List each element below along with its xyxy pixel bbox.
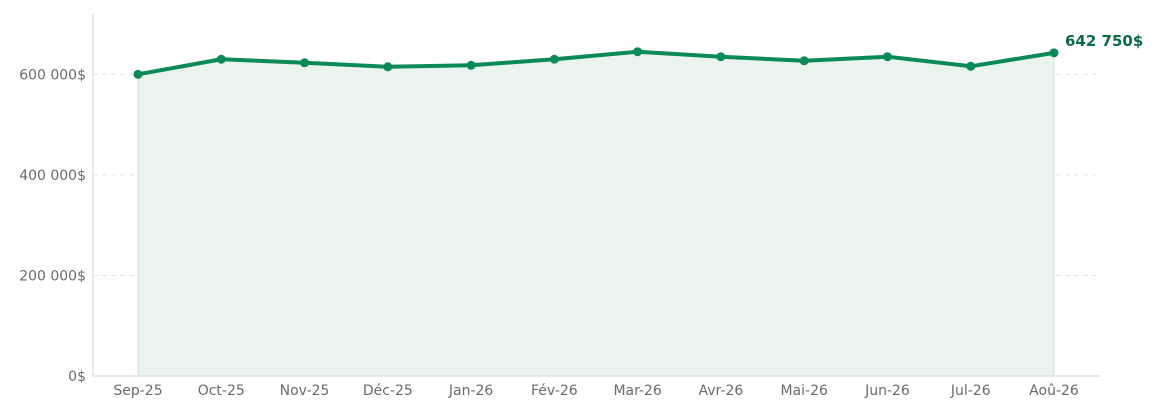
x-tick-label: Mai-26 bbox=[780, 383, 828, 399]
area-fill bbox=[137, 51, 1055, 376]
y-tick-labels: 0$ 200 000$ 400 000$ 600 000$ bbox=[19, 67, 86, 385]
data-point[interactable] bbox=[466, 60, 476, 70]
data-point[interactable] bbox=[549, 54, 559, 64]
x-tick-label: Jun-26 bbox=[864, 383, 910, 399]
y-tick-label: 600 000$ bbox=[19, 67, 86, 83]
x-tick-label: Sep-25 bbox=[113, 383, 162, 399]
axes bbox=[92, 14, 1100, 377]
x-tick-label: Jul-26 bbox=[950, 383, 991, 399]
series-polyline bbox=[136, 49, 1056, 77]
x-tick-labels: Sep-25 Oct-25 Nov-25 Déc-25 Jan-26 Fév-26 Mar-… bbox=[113, 383, 1079, 399]
y-tick-label: 400 000$ bbox=[19, 168, 86, 184]
series-line bbox=[136, 49, 1056, 77]
data-point[interactable] bbox=[133, 69, 143, 79]
x-tick-label: Aoû-26 bbox=[1029, 383, 1079, 399]
data-points bbox=[133, 47, 1059, 79]
y-tick-label: 200 000$ bbox=[19, 268, 86, 284]
data-point[interactable] bbox=[300, 58, 310, 68]
x-tick-label: Fév-26 bbox=[531, 383, 578, 399]
end-value-label: 642 750$ bbox=[1065, 32, 1143, 50]
area-region bbox=[138, 51, 1054, 376]
x-tick-label: Nov-25 bbox=[280, 383, 330, 399]
x-tick-label: Déc-25 bbox=[363, 383, 413, 399]
data-point[interactable] bbox=[633, 47, 643, 57]
data-point[interactable] bbox=[966, 61, 976, 71]
data-point[interactable] bbox=[216, 54, 226, 64]
data-point[interactable] bbox=[383, 62, 393, 72]
data-point[interactable] bbox=[1049, 48, 1059, 58]
data-point[interactable] bbox=[882, 52, 892, 62]
x-tick-label: Avr-26 bbox=[699, 383, 744, 399]
data-point[interactable] bbox=[799, 56, 809, 66]
y-tick-label: 0$ bbox=[68, 369, 86, 385]
x-tick-label: Jan-26 bbox=[448, 383, 494, 399]
x-tick-label: Oct-25 bbox=[198, 383, 245, 399]
data-point[interactable] bbox=[716, 52, 726, 62]
x-tick-label: Mar-26 bbox=[613, 383, 661, 399]
